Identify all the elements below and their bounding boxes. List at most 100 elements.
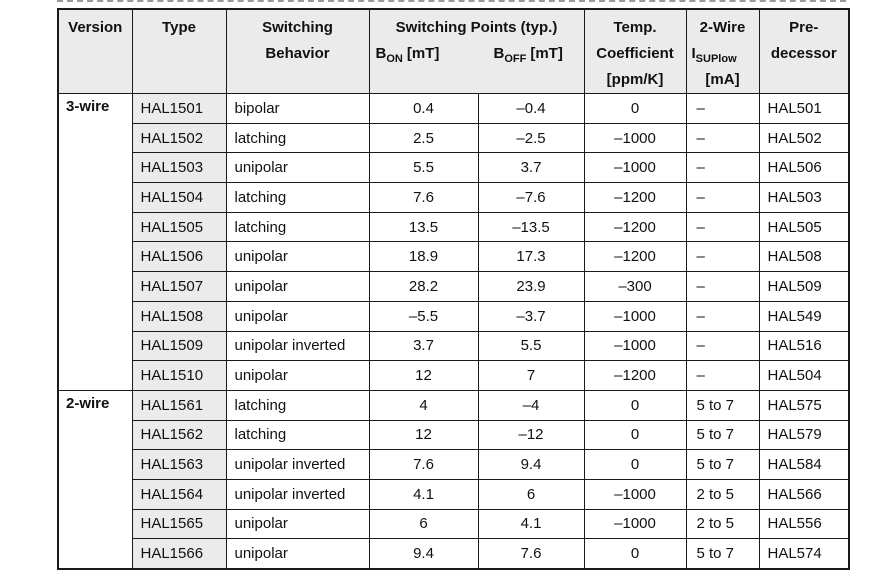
switching-behavior-cell: latching	[225, 389, 370, 421]
col-header-switching-points: Switching Points (typ.) BON [mT] BOFF [mT]	[368, 8, 585, 94]
predecessor-cell: HAL501	[758, 93, 850, 124]
boff-cell: 6	[477, 478, 585, 510]
boff-unit: [mT]	[530, 45, 563, 62]
isup-cell: –	[685, 93, 760, 124]
bon-cell: 12	[368, 360, 479, 391]
predecessor-cell: HAL584	[758, 449, 850, 480]
bon-cell: 3.7	[368, 330, 479, 362]
isup-cell: –	[685, 300, 760, 332]
col-header-2wire-isup: 2-Wire ISUPlow [mA]	[685, 8, 760, 94]
table-header: Version Type Switching Behavior Switchin…	[57, 8, 850, 94]
temp-coefficient-cell: 0	[583, 389, 687, 421]
table-row: HAL1509 unipolar inverted 3.7 5.5 –1000– HAL5…	[58, 330, 850, 362]
predecessor-cell: HAL575	[758, 389, 850, 421]
switching-points-title: Switching Points (typ.)	[395, 19, 558, 36]
temp-coefficient-cell: 0	[583, 449, 687, 480]
bon-cell: 6	[368, 508, 479, 540]
col-header-boff: BOFF [mT]	[479, 41, 584, 67]
table-row: HAL1508 unipolar –5.5 –3.7 –1000– HAL549	[58, 300, 850, 332]
temp-coefficient-cell: –1200	[583, 360, 687, 391]
type-cell: HAL1562	[131, 419, 227, 451]
bon-cell: 13.5	[368, 211, 479, 243]
2wire-unit: [mA]	[705, 71, 740, 88]
bon-cell: 5.5	[368, 152, 479, 184]
bon-cell: 7.6	[368, 182, 479, 213]
temp-coefficient-cell: 0	[583, 538, 687, 569]
hal15xx-spec-table: Version Type Switching Behavior Switchin…	[57, 8, 850, 570]
bon-symbol: B	[375, 45, 387, 62]
boff-cell: 4.1	[477, 508, 585, 540]
switching-behavior-line2: Behavior	[265, 45, 330, 62]
predecessor-cell: HAL579	[758, 419, 850, 451]
type-cell: HAL1506	[131, 241, 227, 273]
table-row: HAL1503 unipolar 5.5 3.7 –1000– HAL506	[58, 152, 850, 184]
switching-behavior-cell: unipolar inverted	[225, 330, 370, 362]
bon-cell: 9.4	[368, 538, 479, 569]
table-row: HAL1510 unipolar 12 7 –1200– HAL504	[58, 360, 850, 391]
bon-cell: –5.5	[368, 300, 479, 332]
bon-unit: [mT]	[406, 45, 440, 62]
temp-coefficient-cell: –1000	[583, 152, 687, 184]
predecessor-cell: HAL504	[758, 360, 850, 391]
temp-coefficient-cell: –1000	[583, 122, 687, 154]
temp-coefficient-cell: –1000	[583, 508, 687, 540]
type-cell: HAL1563	[131, 449, 227, 480]
isup-cell: –	[685, 182, 760, 213]
version-cell: 2-wire	[57, 389, 133, 570]
type-cell: HAL1565	[131, 508, 227, 540]
isup-cell: 5 to 7	[685, 449, 760, 480]
col-header-predecessor: Pre- decessor	[758, 8, 850, 94]
type-cell: HAL1510	[131, 360, 227, 391]
isup-cell: 5 to 7	[685, 389, 760, 421]
col-header-bon: BON [mT]	[370, 41, 479, 67]
isup-cell: –	[685, 330, 760, 362]
2wire-line1: 2-Wire	[699, 19, 746, 36]
type-cell: HAL1502	[131, 122, 227, 154]
type-cell: HAL1564	[131, 478, 227, 510]
isup-cell: –	[685, 122, 760, 154]
switching-behavior-cell: unipolar	[225, 508, 370, 540]
isup-cell: –	[685, 271, 760, 302]
temp-coefficient-cell: –1200	[583, 182, 687, 213]
predecessor-line2: decessor	[770, 45, 837, 62]
bon-cell: 4	[368, 389, 479, 421]
temp-coefficient-cell: –1000	[583, 478, 687, 510]
temp-coefficient-cell: –1200	[583, 241, 687, 273]
switching-behavior-cell: latching	[225, 182, 370, 213]
isup-cell: –	[685, 211, 760, 243]
col-header-switching-behavior: Switching Behavior	[225, 8, 370, 94]
table-row: HAL1563 unipolar inverted 7.6 9.4 0 5 to 7 HAL…	[58, 449, 850, 480]
boff-subscript: OFF	[504, 53, 527, 65]
boff-cell: 23.9	[477, 271, 585, 302]
cropped-rule-line	[57, 0, 846, 2]
boff-cell: 5.5	[477, 330, 585, 362]
predecessor-cell: HAL505	[758, 211, 850, 243]
boff-symbol: B	[493, 45, 505, 62]
boff-cell: –12	[477, 419, 585, 451]
table-row: 2-wire HAL1561 latching 4 –4 0 5 to 7 HAL575	[57, 389, 850, 570]
version-cell: 3-wire	[57, 93, 133, 391]
type-cell: HAL1507	[131, 271, 227, 302]
temp-coefficient-cell: –300	[583, 271, 687, 302]
switching-behavior-cell: unipolar	[225, 241, 370, 273]
predecessor-cell: HAL574	[758, 538, 850, 569]
switching-behavior-line1: Switching	[262, 19, 333, 36]
table-row: 3-wire HAL1501 bipolar 0.4 –0.4 0– HAL501	[57, 93, 850, 391]
switching-behavior-cell: latching	[225, 211, 370, 243]
isup-symbol: I	[691, 45, 696, 62]
switching-behavior-cell: unipolar inverted	[225, 478, 370, 510]
isup-cell: 5 to 7	[685, 419, 760, 451]
boff-cell: –0.4	[477, 93, 585, 124]
bon-cell: 7.6	[368, 449, 479, 480]
boff-cell: –7.6	[477, 182, 585, 213]
col-header-version: Version	[57, 8, 133, 94]
boff-cell: –2.5	[477, 122, 585, 154]
type-cell: HAL1508	[131, 300, 227, 332]
switching-behavior-cell: latching	[225, 419, 370, 451]
isup-cell: 2 to 5	[685, 478, 760, 510]
col-header-temp-coefficient: Temp. Coefficient [ppm/K]	[583, 8, 687, 94]
bon-cell: 0.4	[368, 93, 479, 124]
predecessor-cell: HAL516	[758, 330, 850, 362]
bon-cell: 12	[368, 419, 479, 451]
temp-coefficient-cell: –1000	[583, 330, 687, 362]
